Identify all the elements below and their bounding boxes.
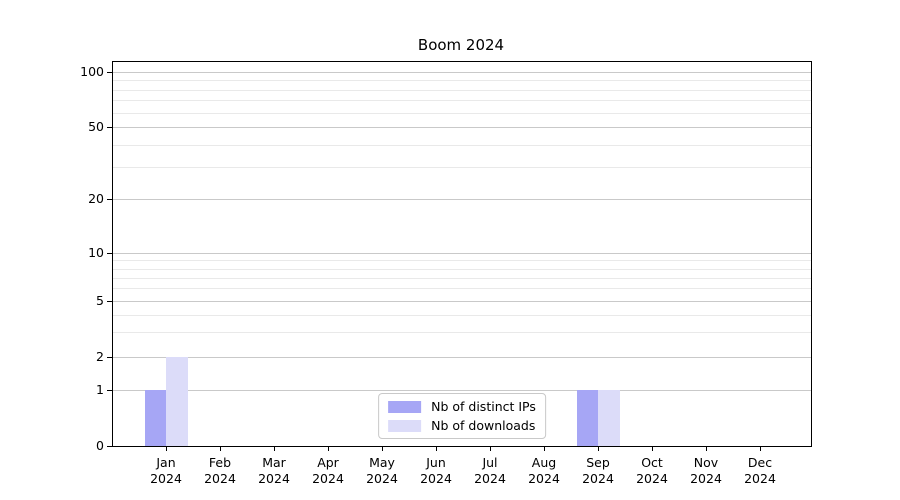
x-tick-label: Feb 2024 (204, 455, 236, 486)
y-tick-label: 0 (96, 438, 104, 453)
x-tick-label: Jul 2024 (474, 455, 506, 486)
x-tick-mark (220, 447, 221, 451)
minor-gridline (113, 167, 811, 169)
minor-gridline (113, 268, 811, 270)
legend-label: Nb of downloads (431, 418, 536, 433)
y-tick-label: 50 (88, 119, 104, 134)
x-tick-mark (598, 447, 599, 451)
x-tick-mark (436, 447, 437, 451)
x-tick-label: Nov 2024 (690, 455, 722, 486)
x-tick-label: Oct 2024 (636, 455, 668, 486)
x-tick-mark (652, 447, 653, 451)
y-tick-mark (107, 199, 112, 200)
minor-gridline (113, 288, 811, 290)
y-tick-mark (107, 301, 112, 302)
x-tick-mark (382, 447, 383, 451)
legend-item: Nb of distinct IPs (388, 399, 536, 414)
y-tick-mark (107, 253, 112, 254)
y-tick-label: 5 (96, 293, 104, 308)
plot-area: Nb of distinct IPs Nb of downloads 0 1 2 5 10… (80, 61, 812, 486)
bar-distinct-ips (144, 390, 166, 446)
x-tick-label: May 2024 (366, 455, 398, 486)
legend-swatch (388, 400, 422, 413)
x-tick-mark (328, 447, 329, 451)
minor-gridline (113, 332, 811, 334)
minor-gridline (113, 314, 811, 316)
major-gridline (113, 199, 811, 200)
x-tick-label: Jan 2024 (150, 455, 182, 486)
major-gridline (113, 127, 811, 128)
legend-item: Nb of downloads (388, 418, 536, 433)
x-tick-label: Mar 2024 (258, 455, 290, 486)
x-tick-label: Apr 2024 (312, 455, 344, 486)
y-tick-mark (107, 127, 112, 128)
legend-label: Nb of distinct IPs (431, 399, 536, 414)
minor-gridline (113, 277, 811, 279)
y-tick-mark (107, 72, 112, 73)
bar-downloads (598, 390, 620, 446)
y-tick-label: 2 (96, 349, 104, 364)
chart-title: Boom 2024 (417, 36, 505, 54)
major-gridline (113, 390, 811, 391)
major-gridline (113, 253, 811, 254)
y-tick-label: 100 (80, 64, 104, 79)
x-tick-mark (544, 447, 545, 451)
major-gridline (113, 72, 811, 73)
y-tick-mark (107, 446, 112, 447)
y-tick-mark (107, 390, 112, 391)
minor-gridline (113, 260, 811, 262)
bar-distinct-ips (576, 390, 598, 446)
x-tick-mark (706, 447, 707, 451)
minor-gridline (113, 89, 811, 91)
minor-gridline (113, 112, 811, 114)
x-tick-label: Jun 2024 (420, 455, 452, 486)
minor-gridline (113, 100, 811, 102)
major-gridline (113, 301, 811, 302)
y-tick-label: 10 (88, 245, 104, 260)
legend: Nb of distinct IPs Nb of downloads (378, 393, 546, 439)
legend-swatch (388, 419, 422, 432)
bar-downloads (166, 357, 188, 446)
minor-gridline (113, 144, 811, 146)
x-tick-mark (490, 447, 491, 451)
x-tick-label: Dec 2024 (744, 455, 776, 486)
y-tick-mark (107, 357, 112, 358)
minor-gridline (113, 80, 811, 82)
x-tick-mark (274, 447, 275, 451)
x-tick-mark (166, 447, 167, 451)
y-tick-label: 1 (96, 382, 104, 397)
x-tick-label: Aug 2024 (528, 455, 560, 486)
x-tick-mark (760, 447, 761, 451)
x-tick-label: Sep 2024 (582, 455, 614, 486)
major-gridline (113, 357, 811, 358)
y-tick-label: 20 (88, 191, 104, 206)
